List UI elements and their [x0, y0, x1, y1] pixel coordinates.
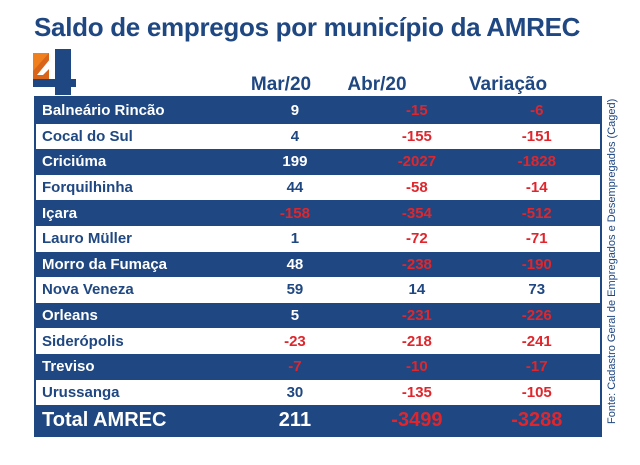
- total-mar: 211: [278, 408, 312, 431]
- municipio-name: Içara: [42, 204, 78, 222]
- value-mar: 1: [290, 230, 300, 248]
- table-row: Morro da Fumaça 48 -238 -190: [36, 251, 600, 278]
- value-mar: 44: [286, 179, 304, 197]
- value-abr: -2027: [397, 153, 437, 171]
- value-abr: 14: [408, 281, 426, 299]
- total-label: Total AMREC: [42, 408, 167, 431]
- value-variacao: -1828: [517, 153, 556, 171]
- value-abr: -135: [401, 383, 432, 401]
- municipio-name: Balneário Rincão: [42, 102, 165, 120]
- table-row: Orleans 5 -231 -226: [36, 302, 600, 329]
- table-row: Cocal do Sul 4 -155 -151: [36, 123, 600, 150]
- value-abr: -231: [401, 307, 432, 325]
- table-row: Içara -158 -354 -512: [36, 200, 600, 226]
- column-header-mar: Mar/20: [250, 74, 312, 95]
- value-mar: 9: [290, 102, 300, 120]
- value-variacao: -105: [521, 383, 552, 401]
- municipio-name: Orleans: [42, 307, 98, 325]
- value-mar: 30: [286, 383, 304, 401]
- value-mar: 59: [286, 281, 304, 299]
- value-mar: 48: [286, 255, 304, 273]
- value-abr: -10: [406, 358, 428, 376]
- value-variacao: -71: [525, 230, 548, 248]
- value-abr: -72: [406, 230, 428, 248]
- table-row: Urussanga 30 -135 -105: [36, 379, 600, 406]
- total-abr: -3499: [391, 408, 443, 431]
- table-row: Nova Veneza 59 14 73: [36, 277, 600, 303]
- municipio-name: Treviso: [42, 358, 95, 376]
- column-header-abr: Abr/20: [347, 74, 407, 95]
- value-mar: -23: [284, 332, 306, 350]
- value-abr: -218: [401, 332, 432, 350]
- value-variacao: -151: [521, 127, 552, 145]
- logo-icon: [33, 49, 76, 95]
- total-variacao: -3288: [511, 408, 563, 431]
- table-row: Balneário Rincão 9 -15 -6: [36, 98, 600, 124]
- table-row: Lauro Müller 1 -72 -71: [36, 225, 600, 252]
- table-row: Criciúma 199 -2027 -1828: [36, 149, 600, 175]
- value-variacao: 73: [528, 281, 546, 299]
- table-row: Forquilhinha 44 -58 -14: [36, 174, 600, 201]
- value-variacao: -241: [521, 332, 552, 350]
- municipio-name: Urussanga: [42, 383, 120, 401]
- value-variacao: -14: [525, 179, 548, 197]
- value-abr: -155: [401, 127, 432, 145]
- municipio-name: Lauro Müller: [42, 230, 133, 248]
- value-mar: 199: [282, 153, 308, 171]
- value-variacao: -6: [530, 102, 544, 120]
- value-abr: -15: [406, 102, 428, 120]
- municipio-name: Criciúma: [42, 153, 107, 171]
- value-variacao: -226: [521, 307, 552, 325]
- value-mar: -158: [279, 204, 310, 222]
- municipio-name: Siderópolis: [42, 332, 124, 350]
- value-abr: -354: [401, 204, 432, 222]
- value-abr: -238: [401, 255, 432, 273]
- table-row: Treviso -7 -10 -17: [36, 353, 600, 380]
- value-variacao: -190: [521, 255, 552, 273]
- municipio-name: Nova Veneza: [42, 281, 134, 299]
- municipio-name: Cocal do Sul: [42, 127, 133, 145]
- value-mar: -7: [288, 358, 302, 376]
- value-mar: 4: [290, 127, 300, 145]
- municipio-name: Forquilhinha: [42, 179, 133, 197]
- value-variacao: -17: [525, 358, 548, 376]
- value-abr: -58: [406, 179, 428, 197]
- column-header-variacao: Variação: [468, 74, 548, 95]
- value-mar: 5: [290, 307, 300, 325]
- employment-table: Balneário Rincão 9 -15 -6 Cocal do Sul 4 -155 -…: [34, 96, 602, 438]
- total-row: Total AMREC 211 -3499 -3288: [36, 405, 600, 436]
- municipio-name: Morro da Fumaça: [42, 255, 168, 273]
- page-title: Saldo de empregos por município da AMREC: [34, 12, 581, 42]
- source-note: Fonte: Cadastro Geral de Empregados e De…: [606, 98, 618, 424]
- value-variacao: -512: [521, 204, 552, 222]
- table-row: Siderópolis -23 -218 -241: [36, 328, 600, 354]
